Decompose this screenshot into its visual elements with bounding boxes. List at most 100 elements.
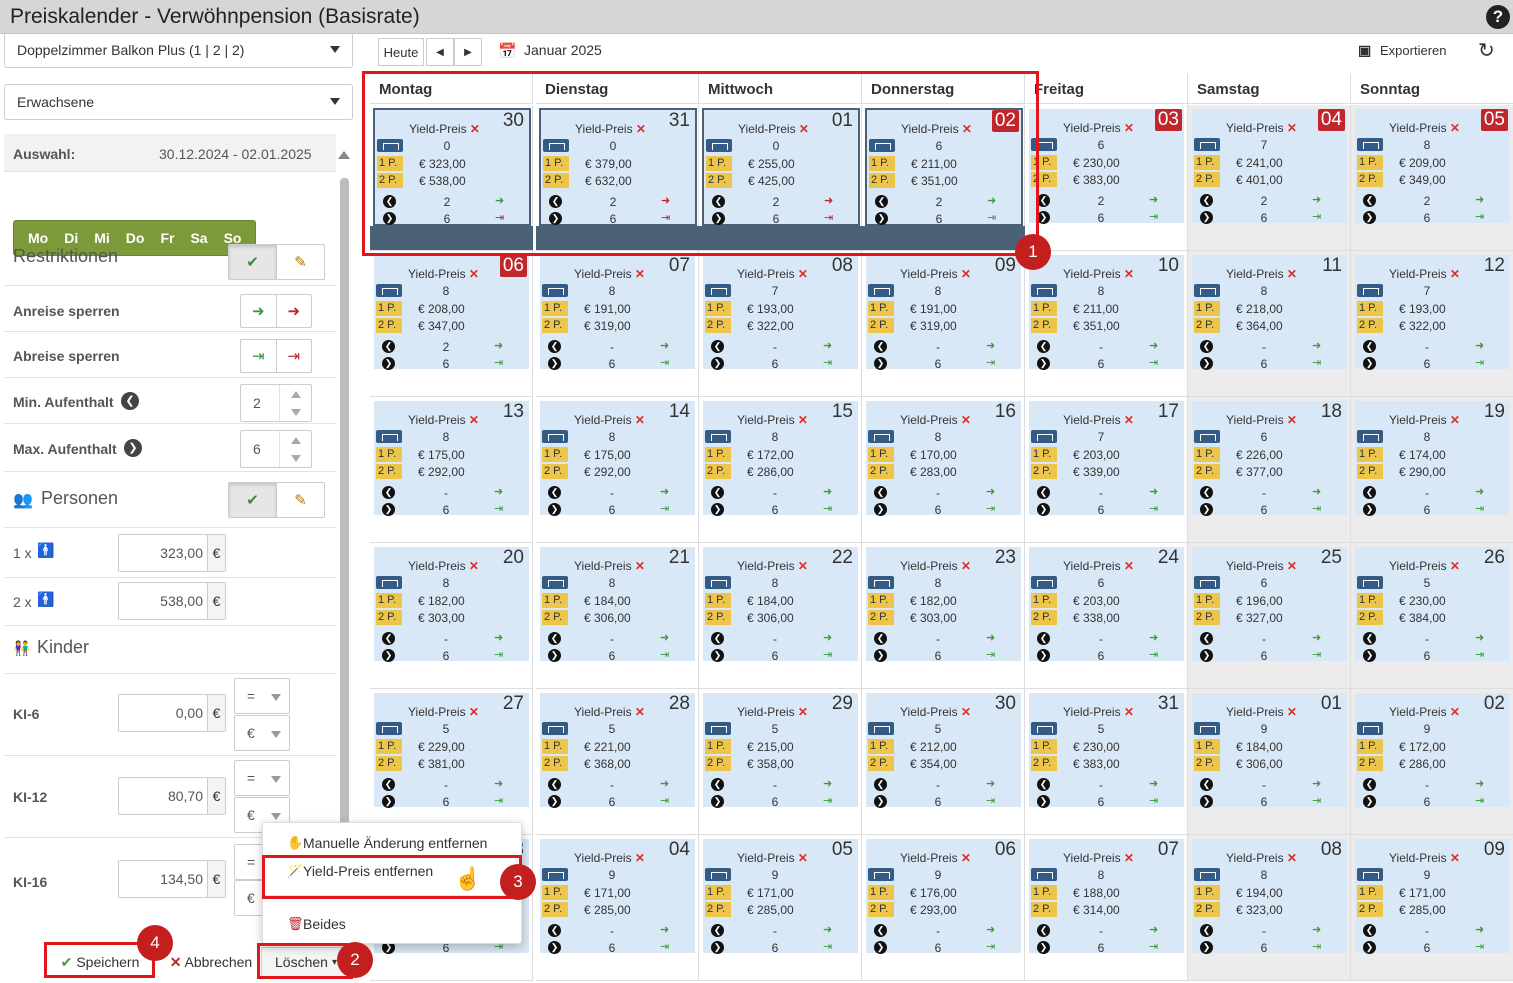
remove-yield-icon[interactable]: ✕ (634, 413, 645, 427)
save-button[interactable]: ✔ Speichern (48, 947, 152, 977)
refresh-icon[interactable]: ↻ (1478, 40, 1495, 62)
increment-icon[interactable] (291, 437, 301, 444)
scroll-up-icon[interactable] (338, 151, 350, 159)
day-cell[interactable]: Yield-Preis ✕ 18 6 1 P. € 226,00 2 P. € 377,00… (1188, 397, 1351, 543)
sidebar-scrollbar[interactable] (340, 178, 349, 838)
day-cell[interactable]: Yield-Preis ✕ 21 8 1 P. € 184,00 2 P. € 306,00… (536, 543, 699, 689)
weekday-mo[interactable]: Mo (28, 230, 49, 246)
remove-yield-icon[interactable]: ✕ (634, 267, 645, 281)
day-cell[interactable]: Yield-Preis ✕ 04 7 1 P. € 241,00 2 P. € 401,00… (1188, 105, 1351, 251)
today-button[interactable]: Heute (378, 38, 424, 66)
min-stay-stepper[interactable]: 2 (240, 384, 312, 422)
remove-yield-icon[interactable]: ✕ (634, 559, 645, 573)
next-button[interactable]: ▶ (454, 38, 482, 66)
weekday-di[interactable]: Di (64, 230, 79, 246)
decrement-icon[interactable] (291, 455, 301, 462)
ki6-price-input[interactable]: 0,00 € (118, 694, 226, 732)
departure-closed-icon[interactable]: ⇥ (287, 348, 301, 365)
weekday-mi[interactable]: Mi (94, 230, 110, 246)
day-cell[interactable]: Yield-Preis ✕ 24 6 1 P. € 203,00 2 P. € 338,00… (1025, 543, 1188, 689)
remove-yield-icon[interactable]: ✕ (468, 413, 479, 427)
day-cell[interactable]: Yield-Preis ✕ 11 8 1 P. € 218,00 2 P. € 364,00… (1188, 251, 1351, 397)
day-cell[interactable]: Yield-Preis ✕ 13 8 1 P. € 175,00 2 P. € 292,00… (370, 397, 533, 543)
arrival-open-icon[interactable]: ➜ (241, 295, 277, 327)
day-cell[interactable]: Yield-Preis ✕ 03 6 1 P. € 230,00 2 P. € 383,00… (1025, 105, 1188, 251)
remove-yield-icon[interactable]: ✕ (798, 122, 809, 136)
remove-yield-icon[interactable]: ✕ (1449, 267, 1460, 281)
remove-yield-icon[interactable]: ✕ (1449, 559, 1460, 573)
weekday-so[interactable]: So (223, 230, 242, 246)
remove-yield-icon[interactable]: ✕ (1123, 705, 1134, 719)
remove-yield-icon[interactable]: ✕ (468, 705, 479, 719)
edit-icon[interactable]: ✎ (294, 492, 307, 509)
remove-yield-icon[interactable]: ✕ (1123, 851, 1134, 865)
remove-yield-icon[interactable]: ✕ (1123, 121, 1134, 135)
remove-yield-icon[interactable]: ✕ (797, 705, 808, 719)
remove-yield-icon[interactable]: ✕ (1286, 121, 1297, 135)
day-cell[interactable]: Yield-Preis ✕ 02 9 1 P. € 172,00 2 P. € 286,00… (1351, 689, 1513, 835)
remove-yield-icon[interactable]: ✕ (1286, 705, 1297, 719)
remove-yield-icon[interactable]: ✕ (1286, 413, 1297, 427)
day-cell[interactable]: Yield-Preis ✕ 05 8 1 P. € 209,00 2 P. € 349,00… (1351, 105, 1513, 251)
check-icon[interactable]: ✔ (229, 245, 277, 279)
remove-yield-icon[interactable]: ✕ (635, 122, 646, 136)
day-cell[interactable]: Yield-Preis ✕ 06 8 1 P. € 208,00 2 P. € 347,00… (370, 251, 533, 397)
remove-manual-change-item[interactable]: ✋ Manuelle Änderung entfernen (263, 829, 521, 857)
day-cell[interactable]: Yield-Preis ✕ 28 5 1 P. € 221,00 2 P. € 368,00… (536, 689, 699, 835)
remove-yield-price-item[interactable]: 🪄 Yield-Preis entfernen (263, 857, 521, 885)
day-cell[interactable]: Yield-Preis ✕ 29 5 1 P. € 215,00 2 P. € 358,00… (699, 689, 862, 835)
day-cell[interactable]: Yield-Preis ✕ 04 9 1 P. € 171,00 2 P. € 285,00… (536, 835, 699, 981)
remove-both-item[interactable]: 🗑 Beides (263, 910, 521, 938)
increment-icon[interactable] (291, 391, 301, 398)
day-cell[interactable]: Yield-Preis ✕ 22 8 1 P. € 184,00 2 P. € 306,00… (699, 543, 862, 689)
room-select[interactable]: Doppelzimmer Balkon Plus (1 | 2 | 2) (4, 34, 353, 68)
remove-yield-icon[interactable]: ✕ (1123, 413, 1134, 427)
weekday-sa[interactable]: Sa (190, 230, 208, 246)
day-cell[interactable]: Yield-Preis ✕ 08 8 1 P. € 194,00 2 P. € 323,00… (1188, 835, 1351, 981)
remove-yield-icon[interactable]: ✕ (797, 851, 808, 865)
day-cell[interactable]: Yield-Preis ✕ 01 0 1 P. € 255,00 2 P. € 425,00… (699, 105, 862, 251)
departure-open-icon[interactable]: ⇥ (241, 340, 277, 372)
remove-yield-icon[interactable]: ✕ (634, 851, 645, 865)
remove-yield-icon[interactable]: ✕ (797, 559, 808, 573)
day-cell[interactable]: Yield-Preis ✕ 23 8 1 P. € 182,00 2 P. € 303,00… (862, 543, 1025, 689)
remove-yield-icon[interactable]: ✕ (1449, 851, 1460, 865)
day-cell[interactable]: Yield-Preis ✕ 14 8 1 P. € 175,00 2 P. € 292,00… (536, 397, 699, 543)
day-cell[interactable]: Yield-Preis ✕ 31 0 1 P. € 379,00 2 P. € 632,00… (536, 105, 699, 251)
day-cell[interactable]: Yield-Preis ✕ 09 8 1 P. € 191,00 2 P. € 319,00… (862, 251, 1025, 397)
remove-yield-icon[interactable]: ✕ (634, 705, 645, 719)
day-cell[interactable]: Yield-Preis ✕ 30 0 1 P. € 323,00 2 P. € 538,00… (370, 105, 533, 251)
remove-yield-icon[interactable]: ✕ (1286, 851, 1297, 865)
edit-icon[interactable]: ✎ (294, 254, 307, 271)
remove-yield-icon[interactable]: ✕ (797, 413, 808, 427)
day-cell[interactable]: Yield-Preis ✕ 20 8 1 P. € 182,00 2 P. € 303,00… (370, 543, 533, 689)
guest-type-select[interactable]: Erwachsene (4, 84, 353, 120)
weekday-fr[interactable]: Fr (160, 230, 175, 246)
max-stay-stepper[interactable]: 6 (240, 430, 312, 468)
remove-yield-icon[interactable]: ✕ (468, 559, 479, 573)
help-icon[interactable]: ? (1486, 5, 1510, 29)
day-cell[interactable]: Yield-Preis ✕ 07 8 1 P. € 191,00 2 P. € 319,00… (536, 251, 699, 397)
day-cell[interactable]: Yield-Preis ✕ 06 9 1 P. € 176,00 2 P. € 293,00… (862, 835, 1025, 981)
ki16-price-input[interactable]: 134,50 € (118, 860, 226, 898)
check-icon[interactable]: ✔ (229, 483, 277, 517)
remove-yield-icon[interactable]: ✕ (1449, 121, 1460, 135)
day-cell[interactable]: Yield-Preis ✕ 15 8 1 P. € 172,00 2 P. € 286,00… (699, 397, 862, 543)
day-cell[interactable]: Yield-Preis ✕ 01 9 1 P. € 184,00 2 P. € 306,00… (1188, 689, 1351, 835)
ki12-price-input[interactable]: 80,70 € (118, 777, 226, 815)
remove-yield-icon[interactable]: ✕ (1123, 267, 1134, 281)
remove-yield-icon[interactable]: ✕ (1449, 705, 1460, 719)
decrement-icon[interactable] (291, 409, 301, 416)
day-cell[interactable]: Yield-Preis ✕ 25 6 1 P. € 196,00 2 P. € 327,00… (1188, 543, 1351, 689)
weekday-filter[interactable]: Mo Di Mi Do Fr Sa So (13, 220, 257, 256)
remove-yield-icon[interactable]: ✕ (469, 122, 480, 136)
day-cell[interactable]: Yield-Preis ✕ 27 5 1 P. € 229,00 2 P. € 381,00… (370, 689, 533, 835)
day-cell[interactable]: Yield-Preis ✕ 19 8 1 P. € 174,00 2 P. € 290,00… (1351, 397, 1513, 543)
remove-yield-icon[interactable]: ✕ (1286, 559, 1297, 573)
export-button[interactable]: Exportieren (1380, 43, 1447, 58)
remove-yield-icon[interactable]: ✕ (960, 705, 971, 719)
day-cell[interactable]: Yield-Preis ✕ 09 9 1 P. € 171,00 2 P. € 285,00… (1351, 835, 1513, 981)
p1-price-input[interactable]: 323,00 € (118, 534, 226, 572)
day-cell[interactable]: Yield-Preis ✕ 31 5 1 P. € 230,00 2 P. € 383,00… (1025, 689, 1188, 835)
p2-price-input[interactable]: 538,00 € (118, 582, 226, 620)
